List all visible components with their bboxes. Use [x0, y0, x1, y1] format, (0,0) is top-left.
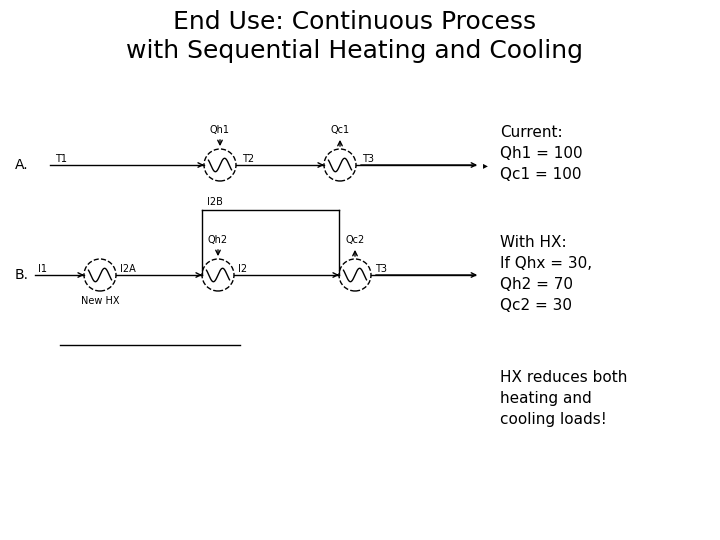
Text: Current:
Qh1 = 100
Qc1 = 100: Current: Qh1 = 100 Qc1 = 100 [500, 125, 582, 182]
Text: New HX: New HX [81, 296, 120, 306]
Text: I2B: I2B [207, 197, 223, 207]
Text: T3: T3 [375, 264, 387, 274]
Text: A.: A. [15, 158, 29, 172]
Text: I2A: I2A [120, 264, 136, 274]
Text: T1: T1 [55, 154, 67, 164]
Text: I2: I2 [238, 264, 247, 274]
Text: With HX:
If Qhx = 30,
Qh2 = 70
Qc2 = 30: With HX: If Qhx = 30, Qh2 = 70 Qc2 = 30 [500, 235, 592, 313]
Text: Qc1: Qc1 [330, 125, 350, 135]
Text: Qc2: Qc2 [346, 235, 364, 245]
Text: Qh1: Qh1 [210, 125, 230, 135]
Text: B.: B. [15, 268, 29, 282]
Text: T2: T2 [242, 154, 254, 164]
Text: End Use: Continuous Process
with Sequential Heating and Cooling: End Use: Continuous Process with Sequent… [127, 10, 583, 63]
Text: I1: I1 [38, 264, 47, 274]
Text: HX reduces both
heating and
cooling loads!: HX reduces both heating and cooling load… [500, 370, 627, 427]
Text: T3: T3 [362, 154, 374, 164]
Text: ▸: ▸ [483, 160, 488, 170]
Text: Qh2: Qh2 [208, 235, 228, 245]
